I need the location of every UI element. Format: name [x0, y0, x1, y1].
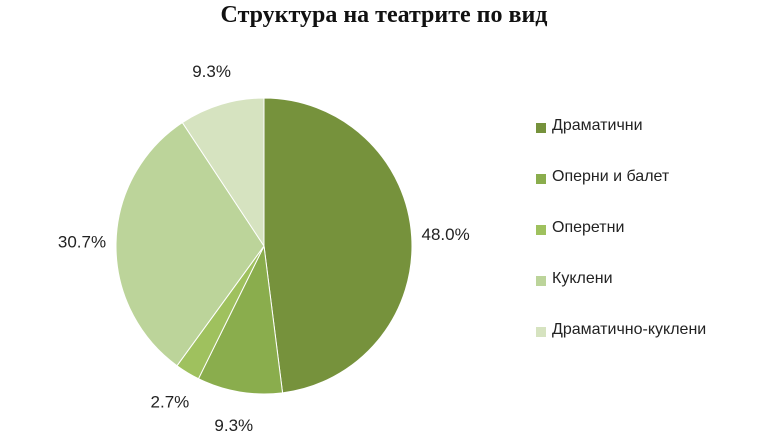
data-label-2: 9.3%	[214, 416, 253, 432]
legend-item-dramatic-puppet: Драматично-куклени	[536, 321, 761, 372]
data-label-1: 48.0%	[421, 225, 469, 244]
legend-label: Оперетни	[552, 219, 625, 236]
chart-legend: Драматични Оперни и балет Оперетни Кукле…	[536, 117, 761, 372]
pie-slice-1	[263, 97, 413, 394]
pie-slice-2	[197, 244, 284, 395]
legend-label: Куклени	[552, 270, 613, 287]
pie-slices	[115, 97, 413, 395]
legend-swatch	[536, 327, 546, 337]
data-label-4: 30.7%	[58, 233, 106, 252]
legend-swatch	[536, 123, 546, 133]
legend-item-opera-ballet: Оперни и балет	[536, 168, 761, 219]
legend-item-puppet: Куклени	[536, 270, 761, 321]
legend-label: Оперни и балет	[552, 168, 670, 185]
pie-slice-5	[181, 97, 265, 248]
legend-swatch	[536, 225, 546, 235]
chart-title: Структура на театрите по вид	[220, 2, 548, 28]
legend-item-dramatic: Драматични	[536, 117, 761, 168]
legend-label: Драматично-куклени	[552, 321, 707, 338]
pie-data-labels: 48.0% 9.3% 2.7% 30.7% 9.3%	[58, 62, 470, 432]
data-label-3: 2.7%	[151, 392, 190, 411]
legend-label: Драматични	[552, 117, 643, 134]
pie-slice-4	[115, 121, 265, 367]
legend-item-operetta: Оперетни	[536, 219, 761, 270]
legend-swatch	[536, 276, 546, 286]
data-label-5: 9.3%	[192, 62, 231, 81]
legend-swatch	[536, 174, 546, 184]
